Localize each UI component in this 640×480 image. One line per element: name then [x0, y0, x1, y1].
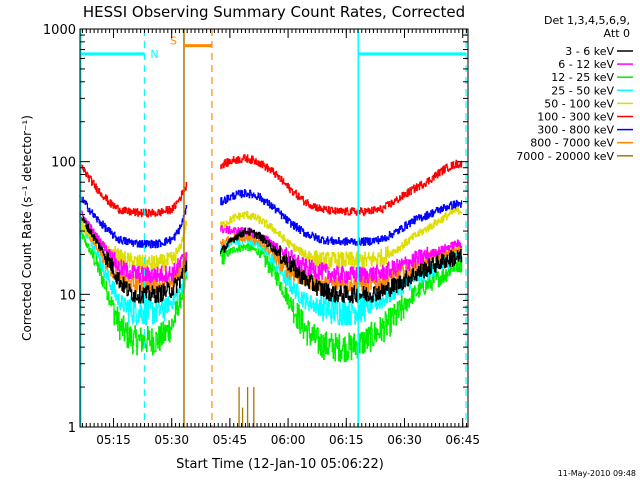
y-tick-label: 10 — [59, 288, 76, 303]
x-tick-label: 05:30 — [154, 433, 189, 447]
legend-label: 12 - 25 keV — [551, 71, 614, 84]
plot-frame — [80, 29, 468, 427]
legend-entry: 100 - 300 keV — [537, 111, 633, 124]
legend-label: 50 - 100 keV — [544, 97, 614, 110]
night-label: N — [150, 48, 158, 61]
legend-entry: 6 - 12 keV — [558, 58, 633, 71]
count-rate-chart: HESSI Observing Summary Count Rates, Cor… — [0, 0, 640, 480]
legend-entry: 50 - 100 keV — [544, 97, 633, 110]
x-tick-label: 05:15 — [96, 433, 131, 447]
x-tick-label: 06:00 — [271, 433, 306, 447]
y-tick-label: 1000 — [43, 23, 76, 38]
legend-entry: 300 - 800 keV — [537, 124, 633, 137]
x-tick-label: 06:45 — [445, 433, 480, 447]
plot-data-layer: NS — [80, 29, 466, 427]
legend-label: 100 - 300 keV — [537, 111, 614, 124]
legend-header: Det 1,3,4,5,6,9, — [544, 14, 630, 27]
x-tick-label: 05:45 — [213, 433, 248, 447]
legend-label: 3 - 6 keV — [565, 45, 614, 58]
series-line-100to300keV-seg1 — [80, 162, 187, 217]
x-tick-label: 06:15 — [329, 433, 364, 447]
legend-label: 25 - 50 keV — [551, 84, 614, 97]
legend-label: 7000 - 20000 keV — [516, 150, 614, 163]
legend-entry: 800 - 7000 keV — [530, 137, 633, 150]
y-tick-label: 100 — [51, 156, 76, 171]
saa-label: S — [170, 35, 177, 48]
y-tick-label: 1 — [68, 421, 76, 436]
legend-entry: 25 - 50 keV — [551, 84, 633, 97]
legend-header: Att 0 — [604, 27, 630, 40]
chart-title: HESSI Observing Summary Count Rates, Cor… — [83, 3, 465, 21]
series-line-100to300keV-seg2 — [221, 155, 462, 216]
x-tick-label: 06:30 — [387, 433, 422, 447]
x-axis-label: Start Time (12-Jan-10 05:06:22) — [176, 457, 384, 472]
legend-label: 800 - 7000 keV — [530, 137, 614, 150]
legend-label: 300 - 800 keV — [537, 124, 614, 137]
legend-label: 6 - 12 keV — [558, 58, 614, 71]
legend-entry: 3 - 6 keV — [565, 45, 633, 58]
y-axis-label: Corrected Count Rate (s⁻¹ detector⁻¹) — [20, 115, 34, 341]
footer-date: 11-May-2010 09:48 — [558, 469, 636, 478]
legend-entry: 12 - 25 keV — [551, 71, 633, 84]
legend-entry: 7000 - 20000 keV — [516, 150, 633, 163]
